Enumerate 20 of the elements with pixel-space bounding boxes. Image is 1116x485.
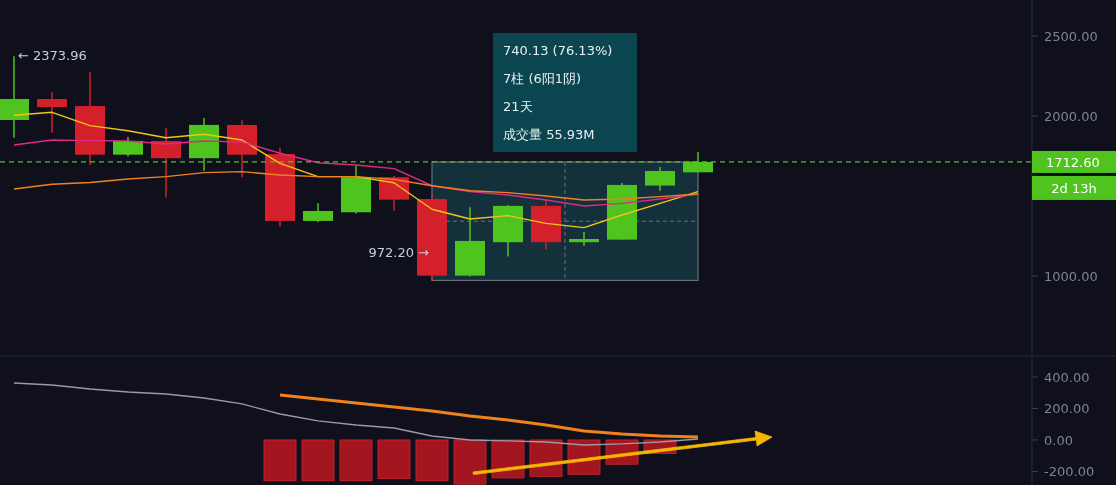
y-tick-label: 1000.00 — [1044, 268, 1098, 284]
annotation: 成交量 55.93M — [503, 127, 595, 142]
annotation: 7柱 (6阳1阴) — [503, 71, 582, 86]
line-series — [13, 382, 699, 446]
annotation: 740.13 (76.13%) — [503, 43, 613, 58]
y-tick-label: 2000.00 — [1044, 108, 1098, 124]
candlestick — [569, 231, 599, 247]
candlestick — [37, 91, 67, 134]
annotation: 972.20 → — [368, 245, 430, 261]
annotation: 21天 — [503, 99, 533, 114]
y-tick-label: 400.00 — [1044, 370, 1090, 385]
line-series — [278, 393, 700, 439]
line-series — [13, 170, 699, 201]
text: 2d 13h — [1051, 180, 1097, 196]
ref-line-label: 1712.60 — [1046, 154, 1100, 170]
y-tick-label: 2500.00 — [1044, 29, 1098, 44]
annotation: ← 2373.96 — [18, 48, 87, 64]
y-tick-label: -200.00 — [1044, 464, 1095, 480]
y-tick-label: 200.00 — [1044, 401, 1090, 417]
y-tick-label: 0.00 — [1044, 432, 1073, 448]
